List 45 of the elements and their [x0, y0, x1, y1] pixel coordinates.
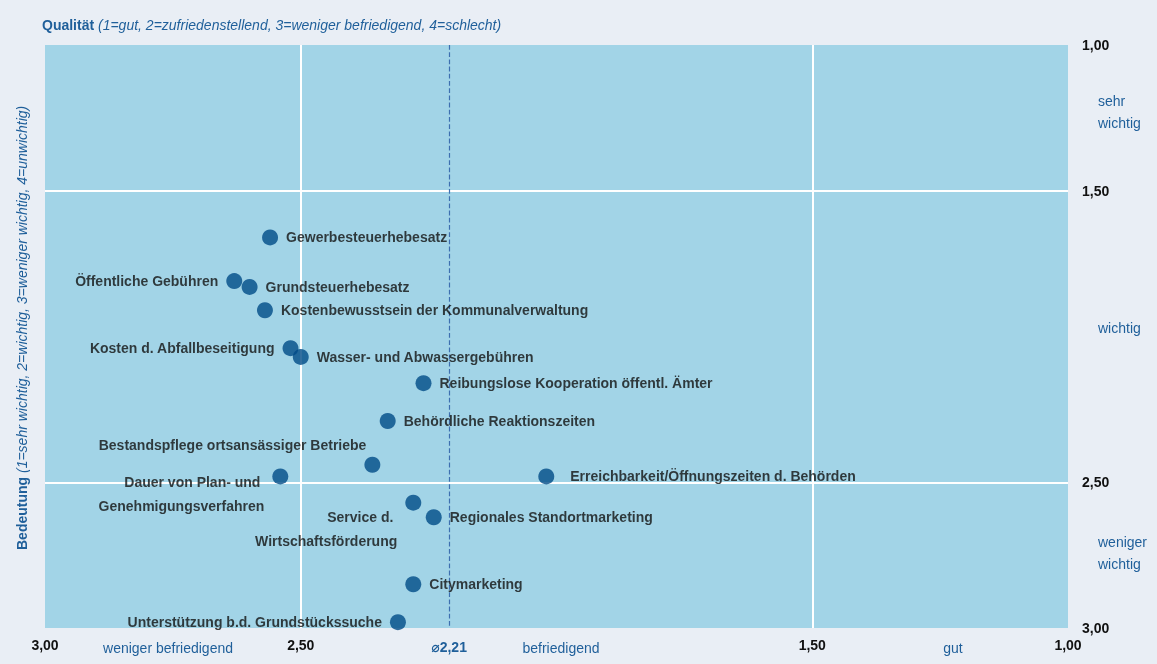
series-label: Wasser- und Abwassergebühren: [316, 348, 534, 365]
text: weniger befriedigend: [102, 640, 233, 656]
text: weniger wichtig: [1097, 534, 1151, 572]
x-tick-label: 3,00: [31, 637, 59, 653]
y-tick-label: 2,50: [1082, 474, 1110, 491]
y-tick-label: 1,00: [1082, 37, 1110, 53]
point: [538, 468, 555, 485]
y-axis-title: Bedeutung (1=sehr wichtig, 2=wichtig, 3=weniger wichtig, 4=unwichtig): [14, 105, 30, 550]
text: gut: [943, 640, 963, 656]
x-tick-label: 1,50: [798, 637, 827, 653]
point: [272, 468, 289, 485]
point: [292, 348, 309, 365]
text: wichtig: [1097, 320, 1141, 336]
point: [241, 278, 258, 295]
point: [262, 229, 279, 246]
point: [415, 375, 432, 392]
y-tick-label: 3,00: [1082, 620, 1110, 636]
y-tick-label: 1,50: [1082, 182, 1110, 199]
series-label: Öffentliche Gebühren: [75, 273, 219, 290]
series-label: Gewerbesteuerhebesatz: [286, 229, 448, 246]
series-label: Erreichbarkeit/Öffnungszeiten d. Behörden: [570, 468, 856, 485]
x-axis-title: Qualität (1=gut, 2=zufriedenstellend, 3=weniger befriedigend, 4=schlecht): [42, 17, 502, 33]
point: [282, 340, 299, 357]
text: sehr wichtig: [1097, 93, 1141, 131]
point: [405, 576, 422, 593]
series-label: Unterstützung b.d. Grundstückssuche: [127, 614, 383, 631]
series-label: Behördliche Reaktionszeiten: [403, 413, 596, 430]
point: [226, 273, 243, 290]
series-label: Kosten d. Abfallbeseitigung: [89, 340, 275, 357]
series-label: Kostenbewusstsein der Kommunalverwaltung: [280, 302, 589, 319]
point: [405, 494, 422, 511]
x-tick-label: 2,50: [287, 637, 315, 653]
point: [379, 413, 396, 430]
point: [425, 509, 442, 526]
series-label: Bestandspflege ortsansässiger Betriebe: [98, 436, 367, 453]
point: [389, 614, 406, 631]
point: [364, 456, 381, 473]
series-label: Citymarketing: [429, 576, 523, 593]
series-label: Regionales Standortmarketing: [449, 509, 653, 526]
text: befriedigend: [522, 640, 600, 656]
point: [256, 302, 273, 319]
ref-line-label: ⌀2,21: [431, 639, 468, 655]
x-tick-label: 1,00: [1054, 637, 1082, 653]
series-label: Grundsteuerhebesatz: [265, 278, 410, 295]
series-label: Reibungslose Kooperation öffentl. Ämter: [439, 375, 714, 392]
